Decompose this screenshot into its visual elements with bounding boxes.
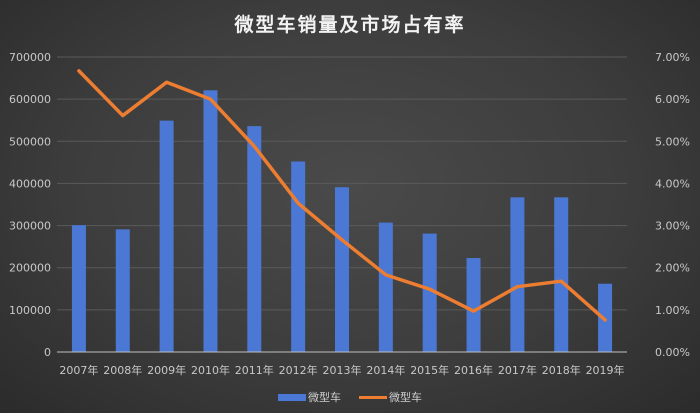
right-tick-label: 2.00% xyxy=(655,262,690,275)
right-tick-label: 1.00% xyxy=(655,304,690,317)
left-tick-label: 0 xyxy=(44,346,51,359)
x-tick-label: 2009年 xyxy=(147,363,186,377)
left-tick-label: 400000 xyxy=(9,177,51,190)
left-tick-label: 700000 xyxy=(9,51,51,64)
x-tick-label: 2017年 xyxy=(498,363,537,377)
legend-item-bar[interactable]: 微型车 xyxy=(278,389,341,405)
right-tick-label: 3.00% xyxy=(655,220,690,233)
right-tick-label: 5.00% xyxy=(655,135,690,148)
legend-item-line[interactable]: 微型车 xyxy=(359,389,422,405)
x-axis-ticks: 2007年 2008年 2009年 2010年 2011年 2012年 2013年 2014年… xyxy=(59,363,624,377)
x-tick-label: 2015年 xyxy=(410,363,449,377)
chart-title: 微型车销量及市场占有率 xyxy=(234,14,466,36)
legend-label-bar: 微型车 xyxy=(308,391,341,404)
x-tick-label: 2013年 xyxy=(323,363,362,377)
right-axis-ticks: 0.00% 1.00% 2.00% 3.00% 4.00% 5.00% 6.00% 7.00% xyxy=(655,51,690,359)
left-axis-ticks: 0 100000 200000 300000 400000 500000 600000 700… xyxy=(9,51,51,359)
right-tick-label: 7.00% xyxy=(655,51,690,64)
x-tick-label: 2016年 xyxy=(454,363,493,377)
x-tick-label: 2010年 xyxy=(191,363,230,377)
left-tick-label: 200000 xyxy=(9,262,51,275)
right-tick-label: 4.00% xyxy=(655,177,690,190)
bar[interactable] xyxy=(115,229,130,352)
legend-label-line: 微型车 xyxy=(389,391,422,404)
bar[interactable] xyxy=(510,197,525,352)
bar[interactable] xyxy=(422,233,437,352)
bar[interactable] xyxy=(554,197,569,352)
x-tick-label: 2018年 xyxy=(542,363,581,377)
right-tick-label: 0.00% xyxy=(655,346,690,359)
left-tick-label: 600000 xyxy=(9,93,51,106)
left-tick-label: 300000 xyxy=(9,220,51,233)
bar[interactable] xyxy=(335,187,349,352)
x-tick-label: 2014年 xyxy=(366,363,405,377)
bar[interactable] xyxy=(378,222,393,352)
x-tick-label: 2012年 xyxy=(279,363,318,377)
x-tick-label: 2019年 xyxy=(586,363,625,377)
line-swatch-icon xyxy=(359,395,387,399)
bar[interactable] xyxy=(203,90,218,353)
left-tick-label: 500000 xyxy=(9,135,51,148)
bar[interactable] xyxy=(247,126,262,352)
line-series xyxy=(77,69,607,322)
bar[interactable] xyxy=(291,161,306,352)
x-tick-label: 2008年 xyxy=(103,363,142,377)
right-tick-label: 6.00% xyxy=(655,93,690,106)
bar[interactable] xyxy=(466,258,481,352)
x-tick-label: 2011年 xyxy=(235,363,274,377)
bar[interactable] xyxy=(159,120,174,352)
left-tick-label: 100000 xyxy=(9,304,51,317)
bar-series xyxy=(71,90,613,353)
bar[interactable] xyxy=(71,225,86,352)
bar-swatch-icon xyxy=(278,393,306,401)
x-tick-label: 2007年 xyxy=(59,363,98,377)
legend: 微型车 微型车 xyxy=(0,389,700,405)
